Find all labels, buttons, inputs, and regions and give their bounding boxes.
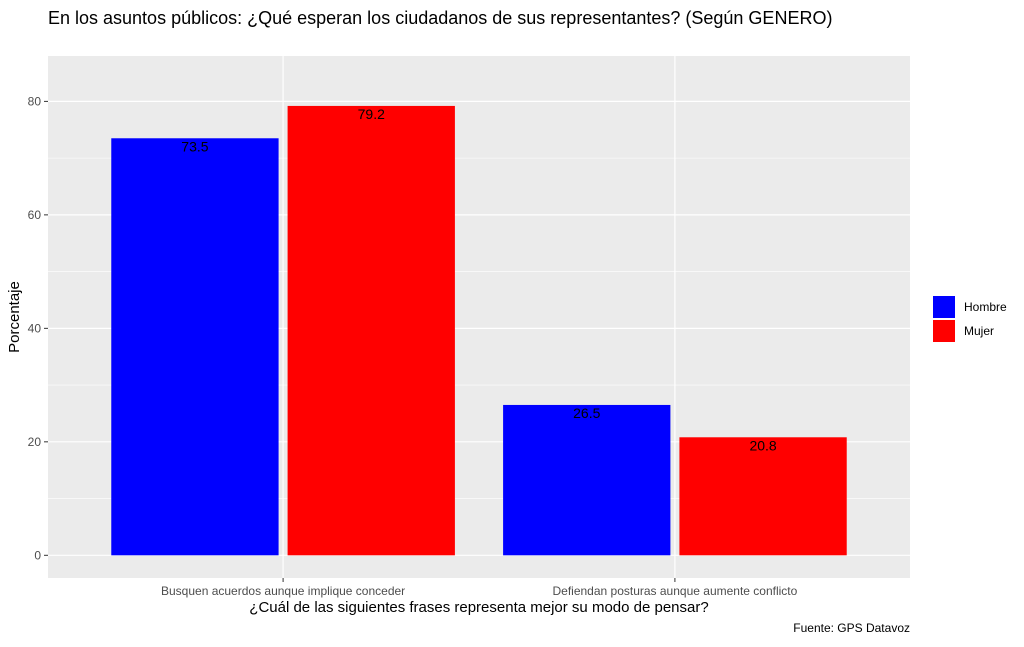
y-tick-label: 40	[28, 321, 42, 335]
bar-hombre	[111, 138, 278, 555]
y-tick-label: 60	[28, 208, 42, 222]
chart-title: En los asuntos públicos: ¿Qué esperan lo…	[48, 8, 832, 28]
legend-label: Mujer	[964, 324, 994, 338]
bar-value-label: 79.2	[358, 106, 385, 122]
bar-mujer	[288, 106, 455, 555]
legend-label: Hombre	[964, 300, 1007, 314]
legend-key-mujer	[933, 320, 955, 342]
x-tick-label: Busquen acuerdos aunque implique concede…	[161, 584, 405, 598]
y-tick-label: 0	[34, 548, 41, 562]
bar-hombre	[503, 405, 670, 555]
bar-value-label: 20.8	[749, 437, 776, 453]
x-axis-title: ¿Cuál de las siguientes frases represent…	[249, 599, 708, 616]
y-axis: 0 20 40 60 80	[28, 94, 48, 562]
y-tick-label: 20	[28, 435, 42, 449]
x-tick-label: Defiendan posturas aunque aumente confli…	[552, 584, 797, 598]
bar-value-label: 26.5	[573, 405, 600, 421]
bar-value-label: 73.5	[181, 138, 208, 154]
source-caption: Fuente: GPS Datavoz	[793, 621, 910, 635]
x-axis: Busquen acuerdos aunque implique concede…	[161, 578, 798, 598]
bar-mujer	[679, 437, 846, 555]
y-tick-label: 80	[28, 94, 42, 108]
legend-key-hombre	[933, 296, 955, 318]
y-axis-title: Porcentaje	[6, 281, 23, 353]
legend: Hombre Mujer	[933, 296, 1007, 342]
